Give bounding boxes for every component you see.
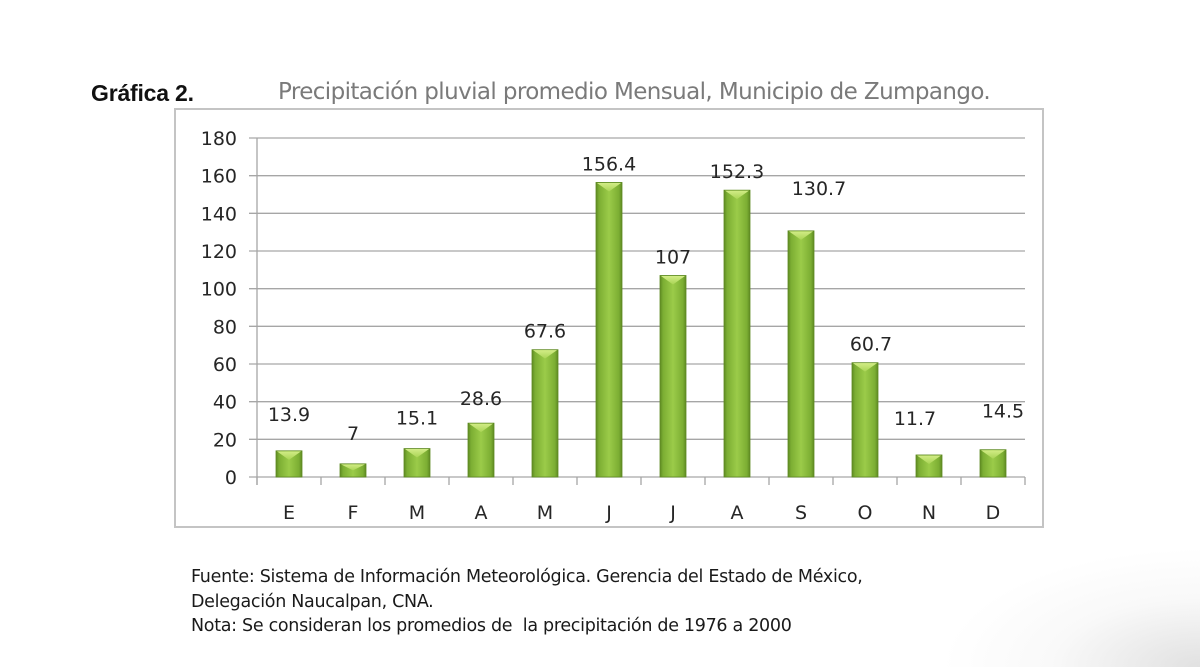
x-tick-label: O	[858, 502, 873, 524]
figure-title: Precipitación pluvial promedio Mensual, …	[278, 79, 991, 105]
x-tick-label: J	[605, 502, 612, 524]
data-label: 15.1	[396, 408, 438, 430]
source-note-line-1: Fuente: Sistema de Información Meteoroló…	[191, 567, 863, 587]
y-tick-label: 100	[201, 279, 237, 301]
y-tick-label: 180	[201, 128, 237, 150]
x-tick-label: J	[669, 502, 676, 524]
data-label: 11.7	[894, 408, 936, 430]
y-tick-label: 20	[213, 429, 237, 451]
x-tick-label: M	[537, 502, 553, 524]
bar-f-1	[339, 463, 367, 478]
chart-frame: 0 20 40 60 80 100 120 140 160 180 13.9 7 15.1 28.6 67…	[174, 108, 1044, 528]
bar-n-10	[915, 454, 943, 478]
bar-j-5	[595, 182, 623, 478]
x-tick-label: S	[795, 502, 807, 524]
y-tick-label: 140	[201, 203, 237, 225]
x-tick-label: N	[922, 502, 936, 524]
x-tick-label: A	[731, 502, 744, 524]
x-tick-label: D	[986, 502, 1001, 524]
data-label: 67.6	[524, 321, 566, 343]
bar-chart: 0 20 40 60 80 100 120 140 160 180 13.9 7 15.1 28.6 67…	[201, 128, 1026, 524]
y-axis-tick-labels: 0 20 40 60 80 100 120 140 160 180	[201, 128, 237, 489]
period-note: Nota: Se consideran los promedios de la …	[191, 616, 792, 636]
bar-a-7	[723, 189, 751, 478]
data-label: 130.7	[792, 178, 846, 200]
y-tick-label: 120	[201, 241, 237, 263]
bar-a-3	[467, 422, 495, 478]
data-label: 152.3	[710, 161, 764, 183]
data-label: 28.6	[460, 388, 502, 410]
x-tick-label: A	[475, 502, 488, 524]
y-tick-label: 80	[213, 316, 237, 338]
gridlines	[249, 137, 1026, 485]
bars	[275, 182, 1007, 478]
x-tick-label: F	[348, 502, 359, 524]
bar-j-6	[659, 275, 687, 478]
x-tick-label: E	[283, 502, 295, 524]
data-label: 13.9	[268, 404, 310, 426]
bar-d-11	[979, 449, 1007, 478]
bar-o-9	[851, 362, 879, 478]
y-tick-label: 160	[201, 166, 237, 188]
source-note-line-2: Delegación Naucalpan, CNA.	[191, 591, 434, 612]
data-label: 60.7	[850, 334, 892, 356]
data-label: 7	[347, 423, 359, 445]
data-label: 107	[655, 246, 691, 268]
data-label: 14.5	[982, 401, 1024, 423]
data-labels: 13.9 7 15.1 28.6 67.6 156.4 107 152.3 130.7 60.7 1…	[268, 153, 1024, 444]
figure-label: Gráfica 2.	[91, 80, 194, 106]
chart-notes: Fuente: Sistema de Información Meteoroló…	[191, 565, 863, 639]
y-tick-label: 40	[213, 392, 237, 414]
x-tick-label: M	[409, 502, 425, 524]
bar-m-2	[403, 448, 431, 478]
bar-m-4	[531, 349, 559, 478]
page-corner-shadow	[940, 547, 1200, 667]
bar-e-0	[275, 450, 303, 478]
data-label: 156.4	[582, 153, 636, 175]
y-tick-label: 60	[213, 354, 237, 376]
bar-s-8	[787, 230, 815, 478]
y-tick-label: 0	[225, 467, 237, 489]
